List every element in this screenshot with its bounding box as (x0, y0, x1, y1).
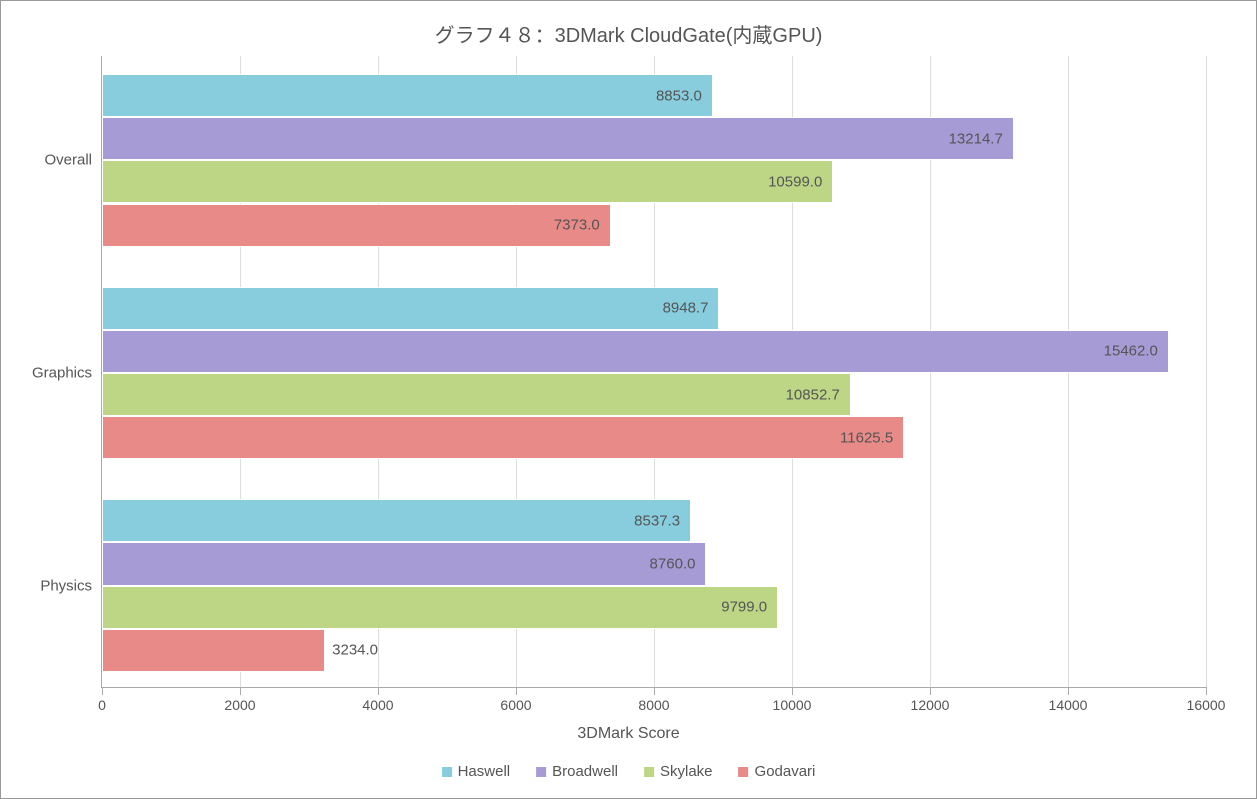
bar: 7373.0 (102, 204, 611, 247)
bar: 10599.0 (102, 160, 833, 203)
bar-value-label: 15462.0 (1104, 343, 1158, 360)
chart-container: グラフ４８：3DMark CloudGate(内蔵GPU) 0200040006… (1, 1, 1256, 798)
legend-item: Godavari (739, 763, 816, 780)
bar-value-label: 10599.0 (768, 173, 822, 190)
x-tick-label: 14000 (1049, 697, 1088, 713)
x-tick-label: 12000 (911, 697, 950, 713)
legend-swatch (442, 767, 452, 777)
x-tick (930, 687, 931, 695)
x-tick (102, 687, 103, 695)
category-label: Physics (40, 577, 92, 594)
legend-label: Broadwell (552, 763, 618, 780)
bar-value-label: 8948.7 (663, 300, 709, 317)
category-group: Overall8853.013214.710599.07373.0 (102, 74, 1206, 247)
x-tick-label: 2000 (224, 697, 255, 713)
bar-value-label: 9799.0 (721, 599, 767, 616)
category-label: Overall (44, 152, 92, 169)
category-label: Graphics (32, 364, 92, 381)
bar-value-label: 7373.0 (554, 217, 600, 234)
legend-item: Broadwell (536, 763, 618, 780)
plot-area: 0200040006000800010000120001400016000Ove… (101, 56, 1206, 688)
bar-value-label: 8537.3 (634, 512, 680, 529)
bar: 8537.3 (102, 499, 691, 542)
bar-value-label: 8853.0 (656, 87, 702, 104)
x-tick-label: 16000 (1187, 697, 1226, 713)
x-tick (654, 687, 655, 695)
x-tick-label: 4000 (362, 697, 393, 713)
bar-value-label: 10852.7 (786, 386, 840, 403)
legend-item: Skylake (644, 763, 713, 780)
bar-value-label: 13214.7 (949, 130, 1003, 147)
bar: 8853.0 (102, 74, 713, 117)
legend-label: Godavari (755, 763, 816, 780)
bar: 8948.7 (102, 287, 719, 330)
bar: 10852.7 (102, 373, 851, 416)
legend-label: Skylake (660, 763, 713, 780)
x-tick (240, 687, 241, 695)
legend-item: Haswell (442, 763, 511, 780)
x-tick (792, 687, 793, 695)
category-group: Graphics8948.715462.010852.711625.5 (102, 287, 1206, 460)
bar-value-label: 11625.5 (840, 429, 893, 446)
legend-label: Haswell (458, 763, 511, 780)
x-tick-label: 6000 (500, 697, 531, 713)
gridline (1206, 56, 1207, 687)
legend-swatch (739, 767, 749, 777)
bar: 3234.0 (102, 629, 325, 672)
x-tick (1068, 687, 1069, 695)
x-tick-label: 0 (98, 697, 106, 713)
category-group: Physics8537.38760.09799.03234.0 (102, 499, 1206, 672)
bar: 9799.0 (102, 586, 778, 629)
x-tick-label: 8000 (638, 697, 669, 713)
x-axis-label: 3DMark Score (577, 725, 679, 743)
chart-title: グラフ４８：3DMark CloudGate(内蔵GPU) (1, 1, 1256, 48)
bar: 8760.0 (102, 542, 706, 585)
legend-swatch (644, 767, 654, 777)
x-tick (378, 687, 379, 695)
x-tick-label: 10000 (773, 697, 812, 713)
x-tick (1206, 687, 1207, 695)
x-tick (516, 687, 517, 695)
bar: 11625.5 (102, 416, 904, 459)
legend: Haswell Broadwell Skylake Godavari (442, 763, 816, 780)
bar-value-label: 3234.0 (332, 642, 378, 659)
bar: 13214.7 (102, 117, 1014, 160)
bar: 15462.0 (102, 330, 1169, 373)
bar-value-label: 8760.0 (650, 556, 696, 573)
legend-swatch (536, 767, 546, 777)
